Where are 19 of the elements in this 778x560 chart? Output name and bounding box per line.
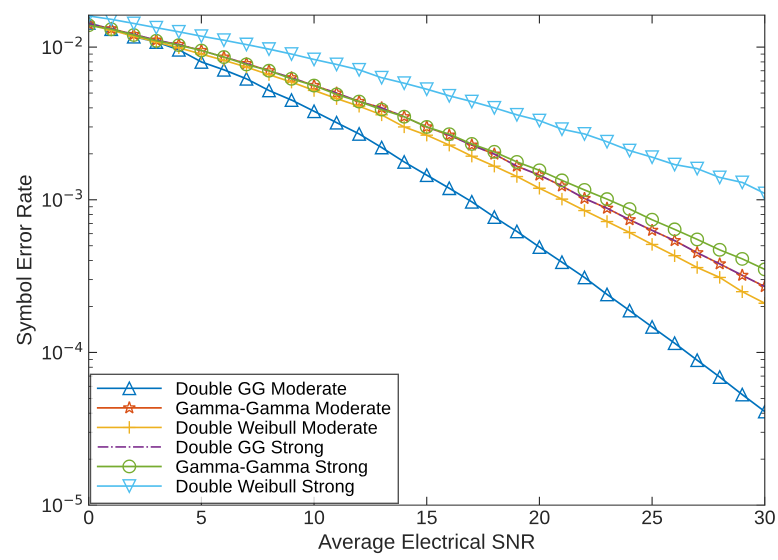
legend-label: Gamma-Gamma Moderate — [176, 401, 390, 414]
y-tick-label: 10$^{−4}$ — [42, 342, 82, 360]
x-tick-label: 0 — [84, 510, 94, 524]
y-axis-title: Symbol Error Rate — [16, 175, 36, 345]
x-tick-label: 10 — [304, 510, 324, 524]
y-tick-label: 10$^{−5}$ — [42, 494, 82, 512]
legend-label: Double GG Moderate — [176, 382, 346, 395]
legend-label: Double GG Strong — [176, 440, 323, 458]
legend-label: Double Weibull Strong — [176, 479, 354, 496]
x-tick-label: 15 — [417, 510, 437, 524]
legend-label: Gamma-Gamma Strong — [176, 460, 367, 477]
x-tick-label: 20 — [530, 510, 550, 524]
legend-label: Double Weibull Moderate — [176, 420, 377, 434]
y-tick-label: 10$^{−2}$ — [42, 36, 82, 54]
x-tick-label: 25 — [642, 510, 662, 524]
x-tick-label: 5 — [196, 510, 206, 524]
x-tick-label: 30 — [754, 510, 775, 524]
x-axis-title: Average Electrical SNR — [318, 534, 534, 554]
y-tick-label: 10$^{−3}$ — [42, 189, 82, 207]
